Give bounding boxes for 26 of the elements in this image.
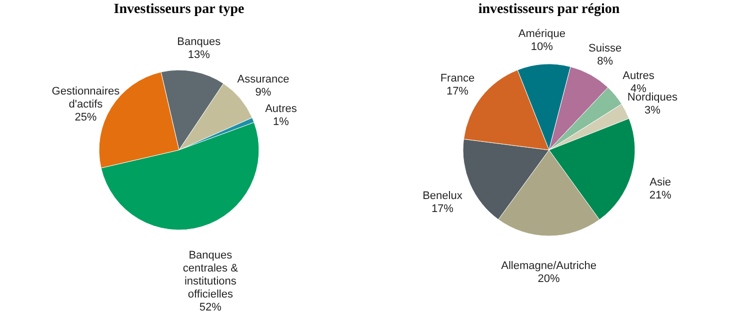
data-label: 8%: [597, 55, 614, 68]
data-label: 3%: [644, 104, 661, 117]
chart-title: investisseurs par région: [478, 2, 620, 17]
data-label: 17%: [431, 202, 454, 215]
data-label: 25%: [74, 112, 97, 124]
slice-label: Banques centrales & institutions officielles: [182, 249, 239, 300]
slice-label: Allemagne/Autriche: [501, 260, 596, 272]
slice-label: France: [440, 72, 475, 85]
slice-label: Assurance: [237, 73, 290, 86]
slice-label: Benelux: [422, 190, 463, 202]
slice-label: Autres: [265, 102, 298, 115]
slice-label: Suisse: [588, 42, 622, 54]
data-label: 21%: [649, 190, 672, 202]
data-label: 20%: [538, 273, 560, 285]
data-label: 17%: [446, 86, 469, 98]
chart-title: Investisseurs par type: [114, 2, 244, 17]
data-label: 9%: [255, 86, 272, 98]
slice-label: Gestionnaires d'actifs: [52, 86, 120, 111]
slice-label: Asie: [650, 176, 672, 189]
data-label: 1%: [273, 116, 290, 128]
data-label: 10%: [530, 41, 554, 54]
slice-label: Autres: [622, 70, 655, 82]
data-label: 52%: [199, 301, 222, 314]
slice-label: Amérique: [518, 28, 566, 40]
data-label: 13%: [188, 48, 210, 61]
slice-label: Banques: [177, 36, 222, 48]
